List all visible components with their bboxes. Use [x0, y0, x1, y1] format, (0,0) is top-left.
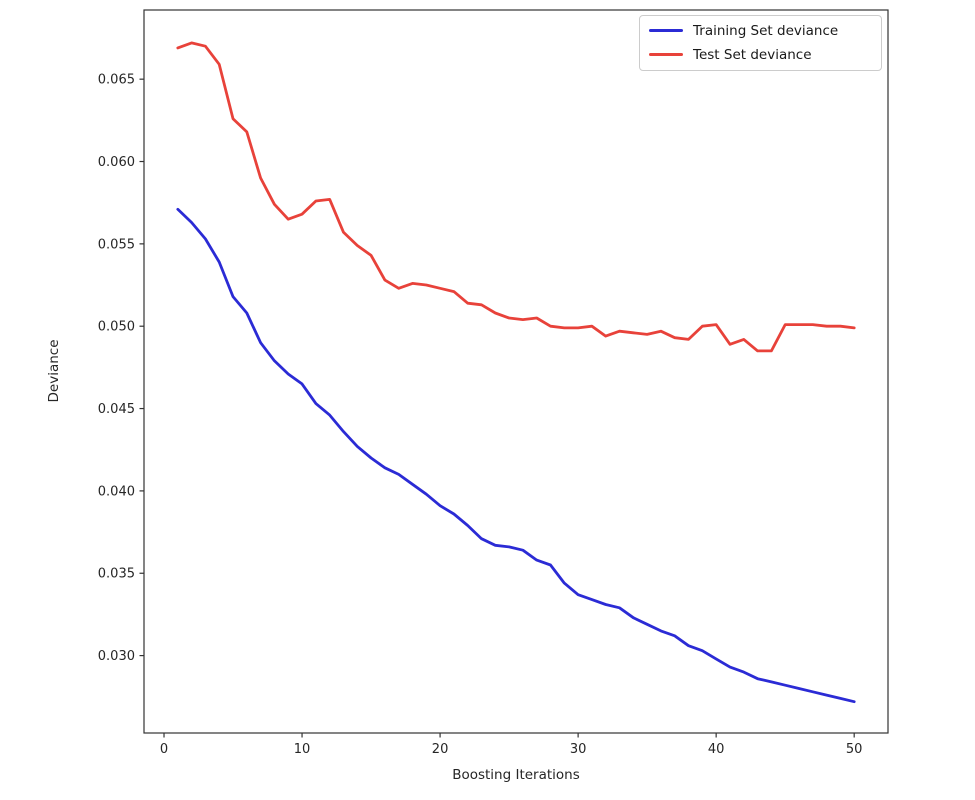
- y-tick-label: 0.030: [98, 649, 135, 664]
- plot-frame: [143, 9, 889, 734]
- axis-ticks: 0 10 20 30 40 50 0.030 0.035 0.040 0.045 0.050 0.05…: [98, 73, 863, 757]
- x-tick-label: 10: [294, 742, 311, 757]
- legend-label-test: Test Set deviance: [693, 46, 812, 63]
- training-line-swatch: [649, 29, 683, 32]
- y-tick-label: 0.055: [98, 237, 135, 252]
- y-axis-label: Deviance: [46, 340, 62, 403]
- test-line-swatch: [649, 53, 683, 56]
- series-line-test: [176, 41, 856, 353]
- x-tick-label: 50: [846, 742, 863, 757]
- x-tick-label: 30: [570, 742, 587, 757]
- x-tick-label: 20: [432, 742, 449, 757]
- y-tick-label: 0.045: [98, 402, 135, 417]
- y-tick-label: 0.050: [98, 320, 135, 335]
- series-lines: [176, 41, 856, 704]
- y-tick-label: 0.065: [98, 73, 135, 88]
- legend-label-training: Training Set deviance: [693, 22, 839, 39]
- y-tick-label: 0.060: [98, 155, 135, 170]
- legend-item-training: Training Set deviance: [649, 21, 872, 40]
- legend-item-test: Test Set deviance: [649, 45, 872, 64]
- x-tick-label: 0: [160, 742, 168, 757]
- chart-legend: Training Set deviance Test Set deviance: [639, 15, 882, 71]
- x-axis-label: Boosting Iterations: [452, 767, 580, 783]
- y-tick-label: 0.040: [98, 484, 135, 499]
- y-tick-label: 0.035: [98, 567, 135, 582]
- x-tick-label: 40: [708, 742, 725, 757]
- series-line-training: [176, 207, 856, 704]
